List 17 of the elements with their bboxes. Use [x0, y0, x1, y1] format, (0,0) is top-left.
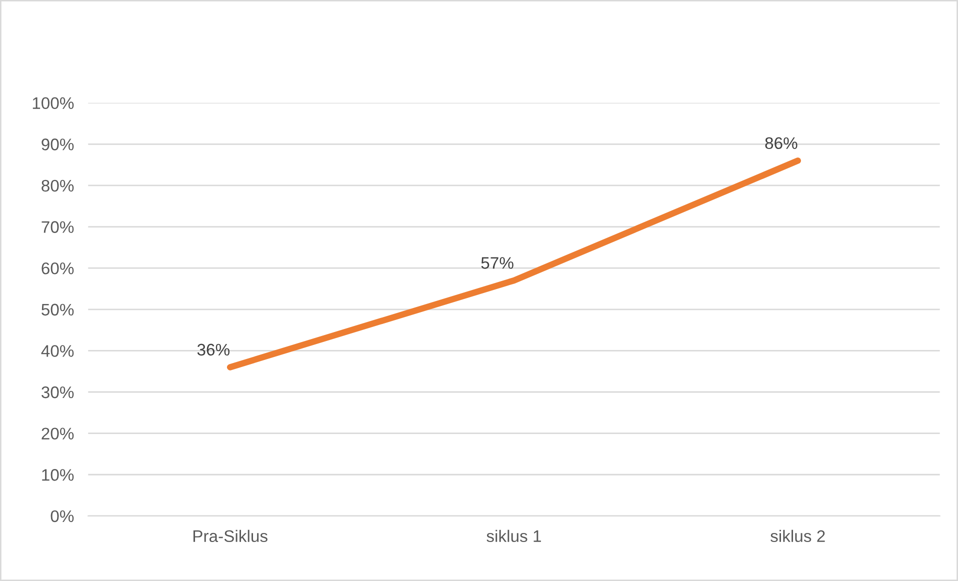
y-tick-label: 100%	[32, 97, 74, 110]
data-label: 86%	[765, 137, 798, 150]
y-tick-label: 90%	[42, 138, 74, 150]
y-tick-label: 80%	[42, 180, 74, 192]
x-tick-label: Pra-Siklus	[193, 530, 268, 542]
data-label: 36%	[197, 344, 230, 356]
data-label: 57%	[481, 257, 514, 269]
y-tick-label: 10%	[42, 469, 74, 481]
x-tick-label: siklus 2	[770, 530, 825, 542]
y-tick-label: 0%	[50, 510, 74, 522]
y-tick-label: 70%	[42, 221, 74, 233]
y-tick-label: 30%	[42, 386, 74, 398]
y-tick-label: 20%	[42, 428, 74, 440]
y-tick-label: 40%	[41, 345, 74, 357]
y-tick-label: 60%	[42, 262, 74, 274]
y-tick-label: 50%	[42, 304, 74, 316]
x-tick-label: siklus 1	[486, 530, 541, 542]
